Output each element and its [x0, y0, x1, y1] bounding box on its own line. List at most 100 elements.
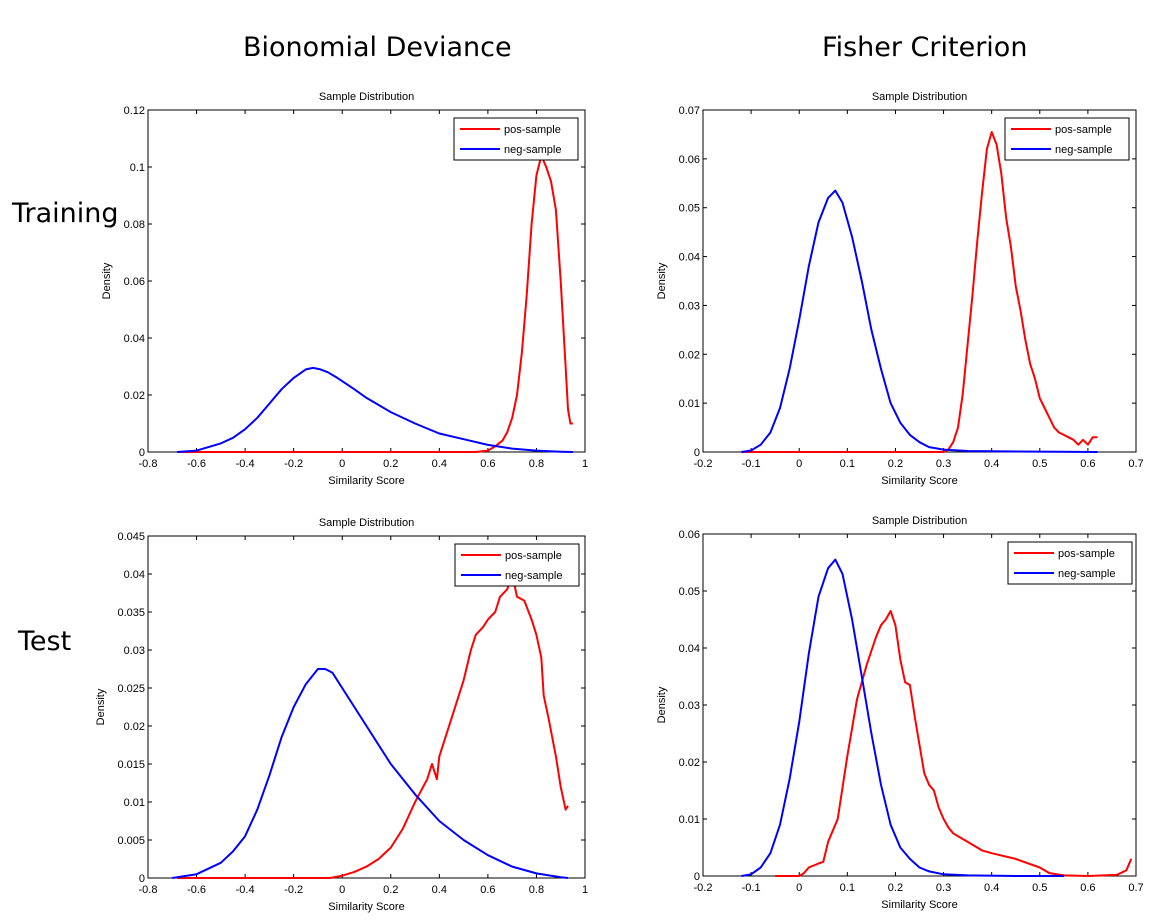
x-tick-label: 0.4	[432, 458, 447, 470]
x-tick-label: -0.2	[694, 882, 713, 894]
x-tick-label: 0	[796, 882, 802, 894]
legend-label: neg-sample	[505, 570, 562, 582]
chart-title: Sample Distribution	[319, 517, 414, 529]
x-tick-label: 1	[582, 884, 588, 896]
x-tick-label: 0.6	[1080, 882, 1095, 894]
legend-box	[1007, 541, 1133, 585]
legend-label: pos-sample	[1055, 124, 1112, 136]
x-tick-label: -0.1	[742, 458, 761, 470]
x-tick-label: -0.8	[139, 458, 158, 470]
y-tick-label: 0.05	[679, 203, 700, 215]
chart-title: Sample Distribution	[872, 91, 967, 103]
series-line-neg-sample	[741, 558, 1064, 877]
y-tick-label: 0.005	[117, 835, 145, 847]
plot-frame	[702, 109, 1137, 453]
legend: pos-sample neg-sample	[1007, 541, 1133, 585]
y-tick-label: 0.04	[124, 333, 145, 345]
series-line-pos-sample	[775, 610, 1133, 877]
x-axis-label: Similarity Score	[328, 901, 404, 913]
y-tick-label: 0	[139, 873, 145, 885]
series-line-neg-sample	[741, 189, 1098, 453]
x-tick-label: -0.2	[284, 458, 303, 470]
legend-box	[1004, 117, 1130, 161]
legend-label: pos-sample	[505, 550, 562, 562]
x-tick-label: 0	[796, 458, 802, 470]
x-axis-label: Similarity Score	[881, 899, 957, 911]
chart-test-binomial: -0.8 -0.6 -0.4 -0.2 0 0.2 0.4 0.6 0.8 1 0 0.005 0.01…	[95, 517, 588, 913]
x-tick-label: -0.2	[284, 884, 303, 896]
y-tick-label: 0.06	[679, 529, 700, 541]
series-line-neg-sample	[177, 366, 573, 453]
y-tick-label: 0.03	[679, 300, 700, 312]
y-tick-label: 0.025	[117, 683, 145, 695]
y-tick-label: 0.03	[124, 645, 145, 657]
y-tick-label: 0.04	[124, 569, 145, 581]
y-tick-label: 0.01	[679, 814, 700, 826]
y-tick-label: 0	[694, 871, 700, 883]
legend-label: neg-sample	[504, 144, 561, 156]
x-tick-label: -0.6	[187, 884, 206, 896]
x-tick-label: -0.8	[139, 884, 158, 896]
y-tick-label: 0.06	[679, 154, 700, 166]
legend-label: pos-sample	[1058, 548, 1115, 560]
x-tick-label: 1	[582, 458, 588, 470]
series-line-pos-sample	[741, 131, 1098, 453]
x-tick-label: 0	[339, 884, 345, 896]
series-line-pos-sample	[177, 573, 569, 879]
plot-frame	[702, 533, 1137, 877]
plot-frame	[147, 535, 586, 879]
y-tick-label: 0.04	[679, 252, 700, 264]
x-tick-label: 0.5	[1032, 882, 1047, 894]
x-tick-label: 0.8	[529, 458, 544, 470]
x-tick-label: -0.4	[236, 884, 255, 896]
y-tick-label: 0.035	[117, 607, 145, 619]
x-tick-label: -0.4	[236, 458, 255, 470]
x-tick-label: -0.2	[694, 458, 713, 470]
y-tick-label: 0.08	[124, 219, 145, 231]
y-tick-label: 0.02	[124, 390, 145, 402]
y-tick-label: 0.01	[679, 398, 700, 410]
y-tick-label: 0.01	[124, 797, 145, 809]
x-tick-label: 0.7	[1128, 882, 1143, 894]
y-axis-label: Density	[95, 688, 107, 725]
x-tick-label: 0.6	[480, 884, 495, 896]
y-tick-label: 0.1	[130, 162, 145, 174]
y-tick-label: 0.03	[679, 700, 700, 712]
y-tick-label: 0.07	[679, 105, 700, 117]
x-tick-label: 0.3	[936, 882, 951, 894]
y-axis-label: Density	[656, 262, 668, 299]
chart-train-fisher: -0.2 -0.1 0 0.1 0.2 0.3 0.4 0.5 0.6 0.7 0 0.01 0.02 0…	[656, 91, 1144, 487]
y-tick-label: 0.015	[117, 759, 145, 771]
y-tick-label: 0.02	[679, 757, 700, 769]
column-title-fisher: Fisher Criterion	[822, 32, 1028, 63]
x-tick-label: 0.7	[1128, 458, 1143, 470]
x-tick-label: 0.2	[383, 884, 398, 896]
column-title-binomial: Bionomial Deviance	[243, 32, 512, 63]
x-tick-label: 0.5	[1032, 458, 1047, 470]
chart-title: Sample Distribution	[319, 91, 414, 103]
legend-box	[453, 117, 579, 161]
y-tick-label: 0.02	[679, 349, 700, 361]
x-tick-label: 0.2	[383, 458, 398, 470]
x-tick-label: 0.6	[1080, 458, 1095, 470]
x-tick-label: 0.1	[840, 882, 855, 894]
chart-title: Sample Distribution	[872, 515, 967, 527]
x-tick-label: 0.1	[840, 458, 855, 470]
legend-label: neg-sample	[1055, 144, 1112, 156]
legend-label: neg-sample	[1058, 568, 1115, 580]
x-tick-label: 0.2	[888, 458, 903, 470]
x-tick-label: 0.4	[432, 884, 447, 896]
legend-label: pos-sample	[504, 124, 561, 136]
x-tick-label: -0.6	[187, 458, 206, 470]
x-tick-label: 0	[339, 458, 345, 470]
y-tick-label: 0.04	[679, 643, 700, 655]
x-tick-label: -0.1	[742, 882, 761, 894]
x-tick-label: 0.4	[984, 882, 999, 894]
series-line-neg-sample	[172, 668, 569, 879]
legend: pos-sample neg-sample	[1004, 117, 1130, 161]
y-tick-label: 0.02	[124, 721, 145, 733]
plot-frame	[147, 109, 586, 453]
chart-train-binomial: -0.8 -0.6 -0.4 -0.2 0 0.2 0.4 0.6 0.8 1 0 0.02 0.04 0…	[101, 91, 588, 487]
x-tick-label: 0.8	[529, 884, 544, 896]
